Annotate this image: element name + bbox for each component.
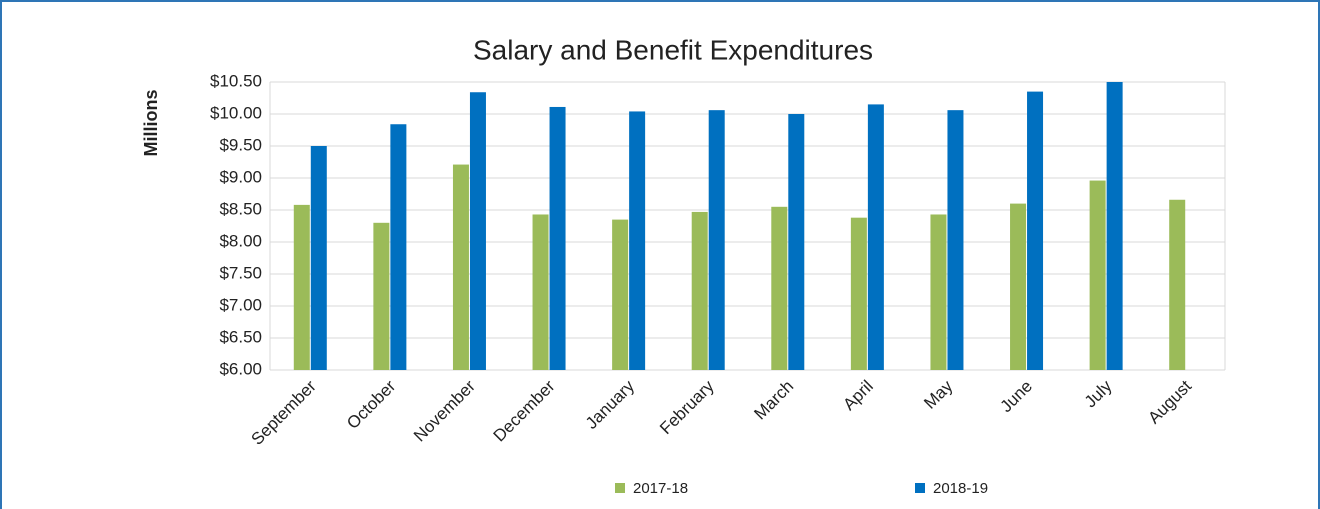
x-tick-label: October [343,376,399,432]
bar [947,110,964,370]
bar [612,219,629,370]
x-tick-label: April [839,377,876,414]
y-tick-label: $10.00 [210,103,262,122]
bar [867,104,884,371]
x-tick-label: July [1081,376,1116,411]
bar [390,124,407,371]
bar [293,204,310,370]
bar [930,214,947,370]
legend-label: 2017-18 [633,480,688,497]
bar [850,217,867,370]
x-tick-label: June [997,377,1037,417]
y-tick-label: $10.50 [210,71,262,90]
y-tick-label: $6.50 [219,327,262,346]
x-tick-label: March [750,377,797,424]
bar [708,110,725,370]
bar [373,222,390,370]
bar [1089,180,1106,370]
bar [469,92,486,371]
legend-label: 2018-19 [933,480,988,497]
y-tick-label: $9.00 [219,167,262,186]
bar [1010,203,1027,370]
bar [629,111,646,370]
y-tick-label: $9.50 [219,135,262,154]
bar [1027,91,1044,370]
y-tick-label: $8.00 [219,231,262,250]
legend-swatch [615,483,625,493]
bar [691,211,708,370]
y-tick-label: $8.50 [219,199,262,218]
y-axis-label: Millions [141,90,161,157]
x-tick-label: August [1144,376,1195,427]
bar [1169,199,1186,370]
bar [1106,82,1123,370]
bar [771,206,788,370]
chart-title: Salary and Benefit Expenditures [473,34,873,65]
x-tick-label: January [582,376,639,433]
y-tick-label: $6.00 [219,359,262,378]
legend-swatch [915,483,925,493]
bar [788,114,805,370]
y-tick-label: $7.50 [219,263,262,282]
bar [310,146,327,370]
y-tick-label: $7.00 [219,295,262,314]
bar [549,106,566,371]
x-tick-label: September [248,376,320,448]
x-tick-label: February [656,376,718,438]
x-tick-label: December [490,376,559,445]
x-tick-label: May [920,376,956,412]
x-tick-label: November [410,376,479,445]
bar [452,164,469,370]
bar [532,214,549,370]
